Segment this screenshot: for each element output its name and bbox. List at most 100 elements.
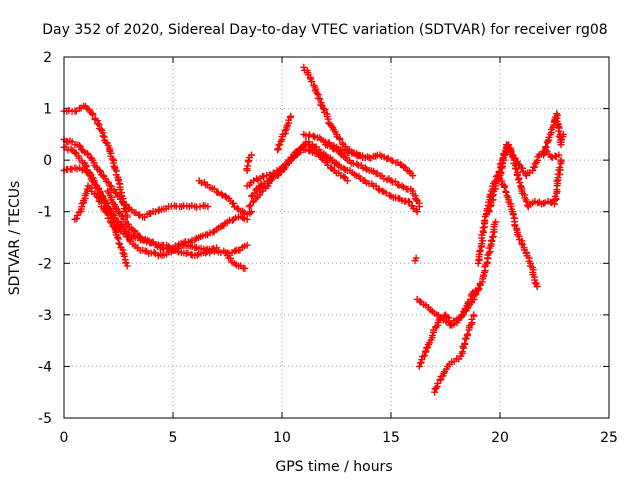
data-point (542, 143, 550, 151)
data-point (353, 160, 361, 168)
data-point (85, 171, 93, 179)
data-point (553, 177, 561, 185)
data-point (336, 135, 344, 143)
data-point (125, 236, 133, 244)
data-point (319, 105, 327, 113)
data-point (404, 197, 412, 205)
data-point (308, 78, 316, 85)
data-point (217, 223, 225, 231)
data-point (512, 165, 520, 173)
data-point (93, 192, 101, 200)
data-point (387, 177, 395, 185)
data-point (258, 187, 266, 195)
data-points (60, 63, 567, 396)
data-point (464, 330, 472, 338)
data-point (551, 192, 559, 200)
data-point (305, 146, 313, 154)
data-point (89, 111, 97, 119)
data-point (309, 132, 317, 140)
data-point (245, 203, 253, 211)
data-point (421, 352, 428, 360)
data-point (514, 231, 522, 239)
data-point (343, 177, 351, 185)
data-point (114, 233, 122, 241)
data-point (241, 264, 249, 272)
data-point (287, 112, 295, 120)
data-point (196, 203, 204, 211)
y-tick-label: -4 (38, 359, 52, 375)
data-point (107, 219, 115, 227)
data-point (75, 141, 83, 149)
data-point (436, 314, 444, 322)
data-point (474, 285, 482, 293)
data-point (531, 279, 539, 287)
data-point (193, 251, 201, 259)
y-tick-label: -3 (38, 308, 52, 324)
data-point (418, 356, 426, 364)
data-point (533, 283, 541, 290)
data-point (428, 332, 436, 339)
data-point (123, 262, 131, 270)
data-point (94, 194, 102, 202)
data-point (115, 208, 122, 216)
data-point (416, 297, 424, 305)
data-point (497, 168, 505, 176)
data-point (104, 179, 112, 186)
data-point (97, 125, 105, 133)
data-point (470, 311, 478, 319)
plot-frame (63, 56, 610, 419)
data-point (559, 130, 567, 138)
data-point (340, 173, 348, 181)
y-tick-label: -5 (38, 411, 52, 427)
data-point (109, 155, 117, 163)
data-point (412, 254, 420, 262)
data-point (214, 189, 222, 197)
data-point (121, 208, 129, 215)
data-point (415, 362, 423, 370)
data-point (248, 208, 255, 216)
data-point (376, 151, 384, 159)
data-point (316, 95, 324, 103)
data-point (487, 236, 495, 244)
data-point (476, 246, 484, 254)
x-axis-label: GPS time / hours (275, 459, 392, 475)
data-point (251, 189, 258, 197)
data-point (243, 241, 251, 249)
data-point (204, 203, 212, 211)
data-point (514, 160, 522, 168)
data-point (246, 209, 254, 217)
x-tick-label: 25 (600, 430, 618, 446)
y-tick-label: 0 (43, 153, 52, 169)
data-point (336, 149, 344, 157)
data-point (229, 199, 237, 207)
y-tick-label: -1 (38, 205, 52, 221)
data-point (99, 132, 107, 140)
data-point (239, 214, 247, 222)
data-point (398, 182, 406, 190)
data-point (555, 151, 563, 159)
data-point (500, 183, 508, 191)
data-point (486, 247, 494, 255)
data-point (325, 119, 332, 127)
x-tick-label: 0 (60, 430, 69, 446)
data-point (256, 182, 264, 190)
data-point (209, 228, 217, 236)
y-tick-label: -2 (38, 256, 52, 272)
y-tick-label: 2 (43, 50, 52, 66)
data-point (340, 164, 348, 172)
data-point (120, 252, 128, 260)
data-point (557, 156, 565, 164)
data-point (94, 120, 102, 127)
data-point (540, 148, 548, 155)
data-point (82, 167, 90, 174)
data-point (104, 204, 112, 211)
data-point (509, 151, 517, 159)
data-point (531, 160, 539, 168)
data-point (91, 180, 99, 188)
data-point (280, 165, 288, 173)
data-point (394, 181, 402, 189)
data-point (221, 192, 229, 200)
data-point (556, 164, 564, 172)
